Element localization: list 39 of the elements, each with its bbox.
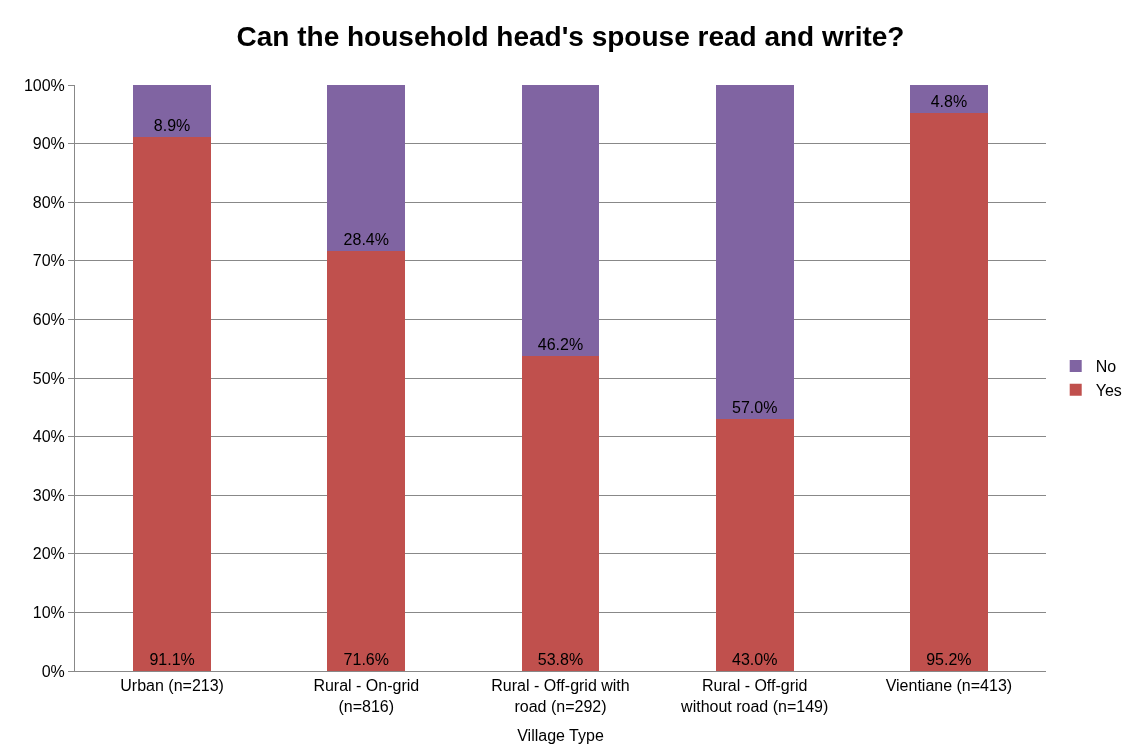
bar	[521, 85, 600, 356]
x-tick-label: Rural - Off-grid without road (n=149)	[680, 677, 829, 715]
y-tick-label: 70%	[32, 252, 65, 270]
data-label: 4.8%	[930, 93, 968, 111]
chart-title: Can the household head's spouse read and write?	[236, 20, 905, 52]
bar	[715, 85, 794, 420]
data-label: 8.9%	[153, 117, 191, 135]
y-tick-label: 60%	[32, 311, 65, 328]
x-tick-label: Urban (n=213)	[120, 677, 224, 695]
y-tick-label: 40%	[32, 428, 65, 446]
bar	[521, 355, 600, 671]
y-tick-label: 80%	[32, 193, 65, 211]
y-tick-label: 90%	[32, 135, 65, 153]
x-tick-label: Rural - Off-grid with road (n=292)	[491, 677, 630, 715]
bar	[133, 137, 211, 671]
y-tick-label: 20%	[32, 545, 65, 563]
data-label: 91.1%	[149, 651, 195, 668]
bar	[910, 113, 988, 671]
y-tick-label: 10%	[32, 604, 65, 621]
legend-label: Yes	[1095, 381, 1122, 399]
bar	[327, 251, 406, 671]
data-label: 46.2%	[537, 335, 584, 353]
x-tick-label: Vientiane (n=413)	[885, 677, 1013, 695]
y-tick-label: 30%	[32, 486, 65, 504]
y-tick-label: 100%	[23, 76, 65, 94]
data-label: 43.0%	[732, 651, 778, 668]
bar	[327, 85, 406, 252]
data-label: 95.2%	[926, 651, 972, 668]
data-label: 53.8%	[537, 651, 584, 668]
data-label: 28.4%	[343, 231, 389, 249]
bar	[133, 85, 211, 138]
data-label: 71.6%	[343, 651, 389, 668]
x-tick-label: Rural - On-grid (n=816)	[313, 677, 420, 715]
bar	[715, 419, 794, 671]
x-axis-title: Village Type	[517, 726, 604, 744]
data-label: 57.0%	[732, 399, 778, 417]
y-tick-label: 0%	[41, 662, 65, 680]
y-tick-label: 50%	[32, 369, 65, 387]
legend-label: No	[1095, 358, 1117, 376]
